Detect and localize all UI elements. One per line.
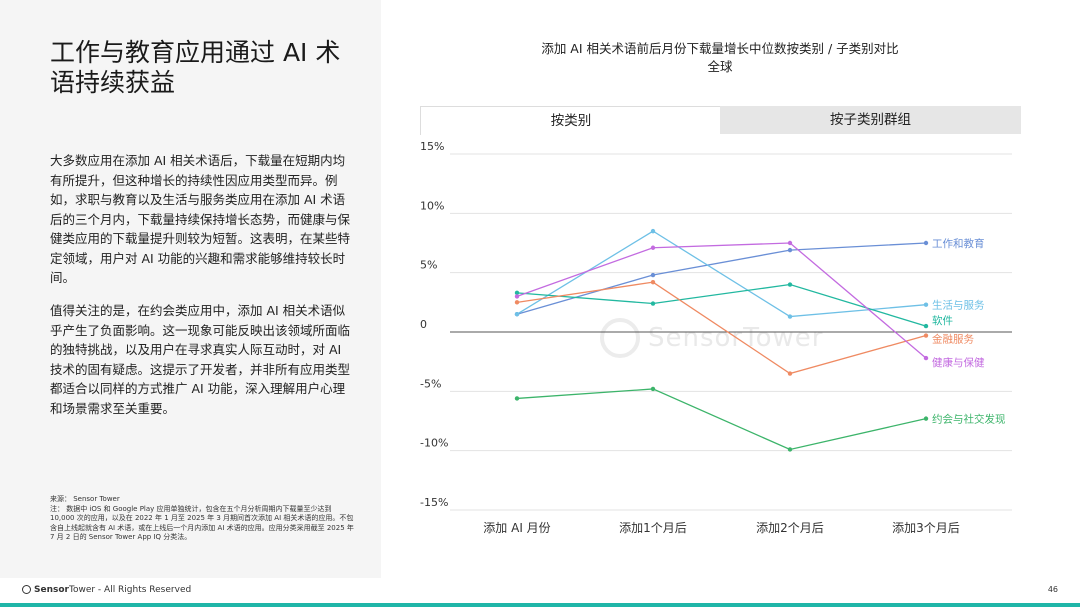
y-tick-label: 0 (420, 318, 427, 331)
series-label: 约会与社交发现 (932, 413, 1006, 426)
y-tick-label: -10% (420, 437, 448, 450)
x-tick-label: 添加2个月后 (756, 521, 824, 535)
watermark-text: SensorTower (648, 323, 824, 353)
chart-tabs: 按类别 按子类别群组 (420, 106, 1021, 135)
footer-brand-2: Tower (68, 585, 96, 595)
data-point (787, 371, 793, 376)
x-tick-label: 添加1个月后 (619, 521, 687, 535)
data-point (514, 294, 520, 299)
y-tick-label: 15% (420, 140, 444, 153)
data-point (923, 240, 929, 246)
y-tick-label: 10% (420, 199, 444, 212)
y-tick-label: -15% (420, 496, 448, 509)
data-point (787, 247, 793, 253)
series-line (516, 242, 927, 359)
page-number: 46 (1047, 585, 1058, 594)
chart-title: 添加 AI 相关术语前后月份下载量增长中位数按类别 / 子类别对比 (541, 41, 899, 56)
data-point (514, 300, 520, 305)
text-panel (0, 0, 381, 578)
series-label: 金融服务 (932, 333, 974, 346)
bottom-accent-bar (0, 603, 1080, 607)
data-point (923, 333, 929, 338)
tab-by-category[interactable]: 按类别 (420, 106, 721, 135)
data-point (923, 416, 929, 421)
footer-brand: Sensor (34, 585, 69, 595)
series-label: 软件 (932, 314, 953, 327)
series-line (516, 281, 927, 375)
data-point (923, 323, 929, 329)
y-tick-label: 5% (420, 259, 437, 272)
chart-subtitle: 全球 (707, 59, 733, 74)
body-paragraph-1: 大多数应用在添加 AI 相关术语后，下载量在短期内均有所提升，但这种增长的持续性… (50, 153, 351, 285)
line-chart: 15% 10% 5% 0 -5% -10% -15% 添加 AI 月份 添加1个月后 添加2个月后… (420, 140, 1012, 535)
footer-rights: - All Rights Reserved (95, 585, 192, 595)
body-paragraph-2: 值得关注的是，在约会类应用中，添加 AI 相关术语似乎产生了负面影响。这一现象可… (50, 303, 351, 416)
data-point (650, 228, 656, 234)
series-label: 工作和教育 (932, 237, 985, 250)
series-line (516, 283, 927, 327)
tab-by-subcategory[interactable]: 按子类别群组 (720, 106, 1021, 134)
source-notes: 来源： Sensor Tower 注： 数据中 iOS 和 Google Pla… (50, 495, 355, 543)
data-point (923, 355, 929, 361)
data-point (514, 312, 520, 317)
data-point (787, 447, 793, 452)
x-tick-label: 添加 AI 月份 (483, 521, 550, 535)
data-point (787, 240, 793, 246)
data-point (514, 396, 520, 401)
page-title: 工作与教育应用通过 AI 术语持续获益 (50, 38, 341, 97)
data-point (650, 386, 656, 392)
note-line: 注： 数据中 iOS 和 Google Play 应用单独统计，包含在五个月分析… (50, 504, 354, 542)
data-point (787, 282, 793, 287)
series-label: 生活与服务 (932, 299, 985, 312)
data-point (787, 314, 793, 319)
chart-title-block: 添加 AI 相关术语前后月份下载量增长中位数按类别 / 子类别对比 全球 (420, 40, 1020, 76)
watermark: SensorTower (600, 318, 823, 358)
series-line (516, 242, 927, 315)
data-point (514, 290, 520, 296)
series-label: 健康与保健 (932, 356, 985, 369)
series-line (516, 388, 927, 451)
data-point (650, 279, 656, 285)
footer-logo: SensorTower - All Rights Reserved (22, 583, 191, 597)
x-tick-label: 添加3个月后 (892, 521, 960, 535)
source-line: 来源： Sensor Tower (50, 495, 120, 503)
data-point (650, 245, 656, 250)
watermark-logo-icon (600, 318, 640, 358)
data-point (923, 302, 929, 307)
sensor-tower-logo-icon (22, 585, 31, 594)
data-point (650, 272, 656, 278)
y-tick-label: -5% (420, 377, 441, 390)
data-point (650, 301, 656, 306)
